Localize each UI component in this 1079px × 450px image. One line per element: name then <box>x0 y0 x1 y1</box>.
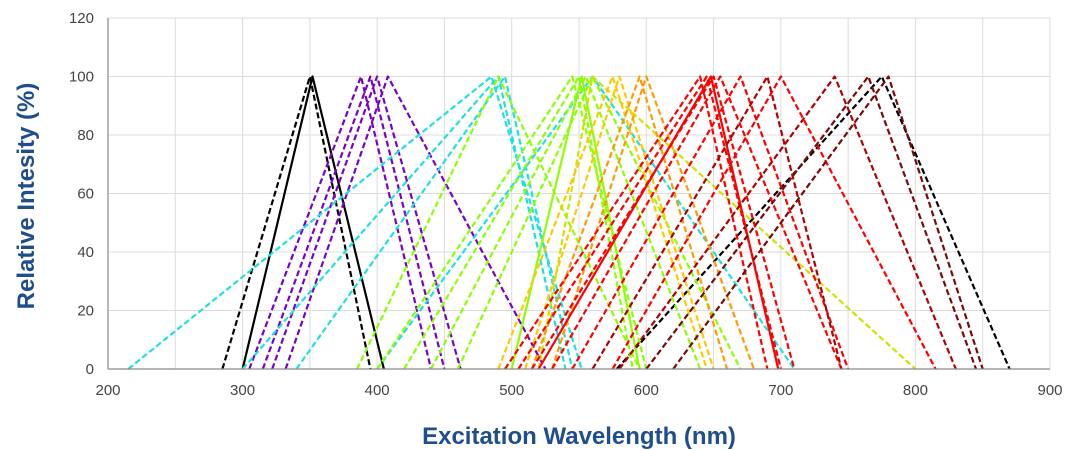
x-tick-label: 700 <box>768 382 793 399</box>
spectrum-line-7 <box>284 75 547 370</box>
spectrum-line-3 <box>615 75 1011 370</box>
spectrum-line-5 <box>261 75 446 370</box>
spectrum-line-29 <box>611 75 937 370</box>
x-tick-label: 200 <box>95 382 120 399</box>
spectrum-line-21 <box>530 75 729 370</box>
spectra-series-group <box>127 75 1011 370</box>
spectrum-line-13 <box>376 75 648 370</box>
spectrum-line-15 <box>430 75 702 370</box>
y-tick-label: 100 <box>69 69 94 86</box>
x-tick-label: 300 <box>230 382 255 399</box>
spectrum-line-28 <box>571 75 850 370</box>
x-tick-label: 400 <box>365 382 390 399</box>
spectrum-line-1 <box>221 75 372 370</box>
x-tick-label: 900 <box>1037 382 1062 399</box>
axes <box>107 18 1050 370</box>
spectrum-line-14 <box>403 75 634 370</box>
spectrum-line-17 <box>510 75 641 370</box>
spectrum-line-31 <box>618 75 957 370</box>
x-axis-title: Excitation Wavelength (nm) <box>422 423 736 450</box>
spectrum-line-10 <box>295 75 574 370</box>
spectrum-line-2 <box>241 75 385 370</box>
spectrum-line-22 <box>551 75 755 370</box>
spectrum-line-4 <box>248 75 433 370</box>
y-tick-label: 20 <box>77 303 94 320</box>
spectrum-line-32 <box>645 75 978 370</box>
spectrum-line-9 <box>241 75 567 370</box>
x-tick-label: 500 <box>499 382 524 399</box>
spectrum-line-30 <box>591 75 843 370</box>
y-tick-label: 120 <box>69 10 94 27</box>
spectrum-line-33 <box>672 75 984 370</box>
spectrum-line-8 <box>127 75 583 370</box>
spectrum-line-19 <box>497 75 708 370</box>
spectrum-line-27 <box>551 75 843 370</box>
y-tick-label: 80 <box>77 127 94 144</box>
spectrum-line-20 <box>524 75 715 370</box>
spectrum-line-25 <box>530 75 796 370</box>
grid-lines <box>107 17 1051 369</box>
y-tick-label: 0 <box>86 361 94 378</box>
spectrum-line-6 <box>271 75 462 370</box>
y-tick-label: 60 <box>77 186 94 203</box>
x-tick-label: 600 <box>634 382 659 399</box>
y-tick-label: 40 <box>77 244 94 261</box>
spectrum-line-26 <box>537 75 780 370</box>
y-axis-title: Relative Intesity (%) <box>13 83 40 310</box>
tick-labels: 200 300 400 500 600 700 800 900 0 20 40 60 80 100 120 <box>69 10 1063 399</box>
x-tick-label: 800 <box>903 382 928 399</box>
spectrum-line-12 <box>356 75 641 370</box>
